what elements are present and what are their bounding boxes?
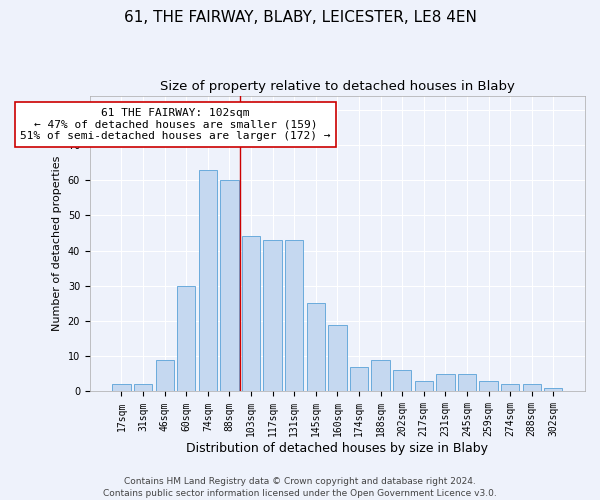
Bar <box>350 367 368 392</box>
Bar <box>544 388 562 392</box>
Bar <box>134 384 152 392</box>
X-axis label: Distribution of detached houses by size in Blaby: Distribution of detached houses by size … <box>187 442 488 455</box>
Bar <box>112 384 131 392</box>
Bar <box>199 170 217 392</box>
Bar <box>220 180 239 392</box>
Bar <box>307 304 325 392</box>
Bar <box>479 381 498 392</box>
Bar <box>285 240 304 392</box>
Text: 61 THE FAIRWAY: 102sqm
← 47% of detached houses are smaller (159)
51% of semi-de: 61 THE FAIRWAY: 102sqm ← 47% of detached… <box>20 108 331 141</box>
Bar <box>242 236 260 392</box>
Y-axis label: Number of detached properties: Number of detached properties <box>52 156 62 331</box>
Bar <box>328 324 347 392</box>
Bar <box>436 374 455 392</box>
Bar <box>263 240 282 392</box>
Bar <box>155 360 174 392</box>
Bar <box>458 374 476 392</box>
Bar <box>501 384 520 392</box>
Bar <box>371 360 390 392</box>
Bar <box>523 384 541 392</box>
Bar <box>393 370 412 392</box>
Bar <box>415 381 433 392</box>
Text: Contains HM Land Registry data © Crown copyright and database right 2024.
Contai: Contains HM Land Registry data © Crown c… <box>103 476 497 498</box>
Text: 61, THE FAIRWAY, BLABY, LEICESTER, LE8 4EN: 61, THE FAIRWAY, BLABY, LEICESTER, LE8 4… <box>124 10 476 25</box>
Title: Size of property relative to detached houses in Blaby: Size of property relative to detached ho… <box>160 80 515 93</box>
Bar <box>177 286 196 392</box>
